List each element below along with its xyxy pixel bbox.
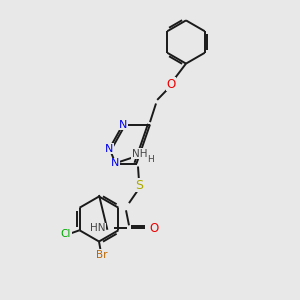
Text: N: N <box>111 158 120 169</box>
Text: O: O <box>167 77 176 91</box>
Text: O: O <box>149 222 158 235</box>
Text: Br: Br <box>96 250 108 260</box>
Text: NH: NH <box>132 148 147 159</box>
Text: S: S <box>136 178 143 192</box>
Text: N: N <box>119 119 127 130</box>
Text: HN: HN <box>90 223 106 233</box>
Text: H: H <box>147 155 154 164</box>
Text: N: N <box>105 143 114 154</box>
Text: Cl: Cl <box>61 229 71 239</box>
